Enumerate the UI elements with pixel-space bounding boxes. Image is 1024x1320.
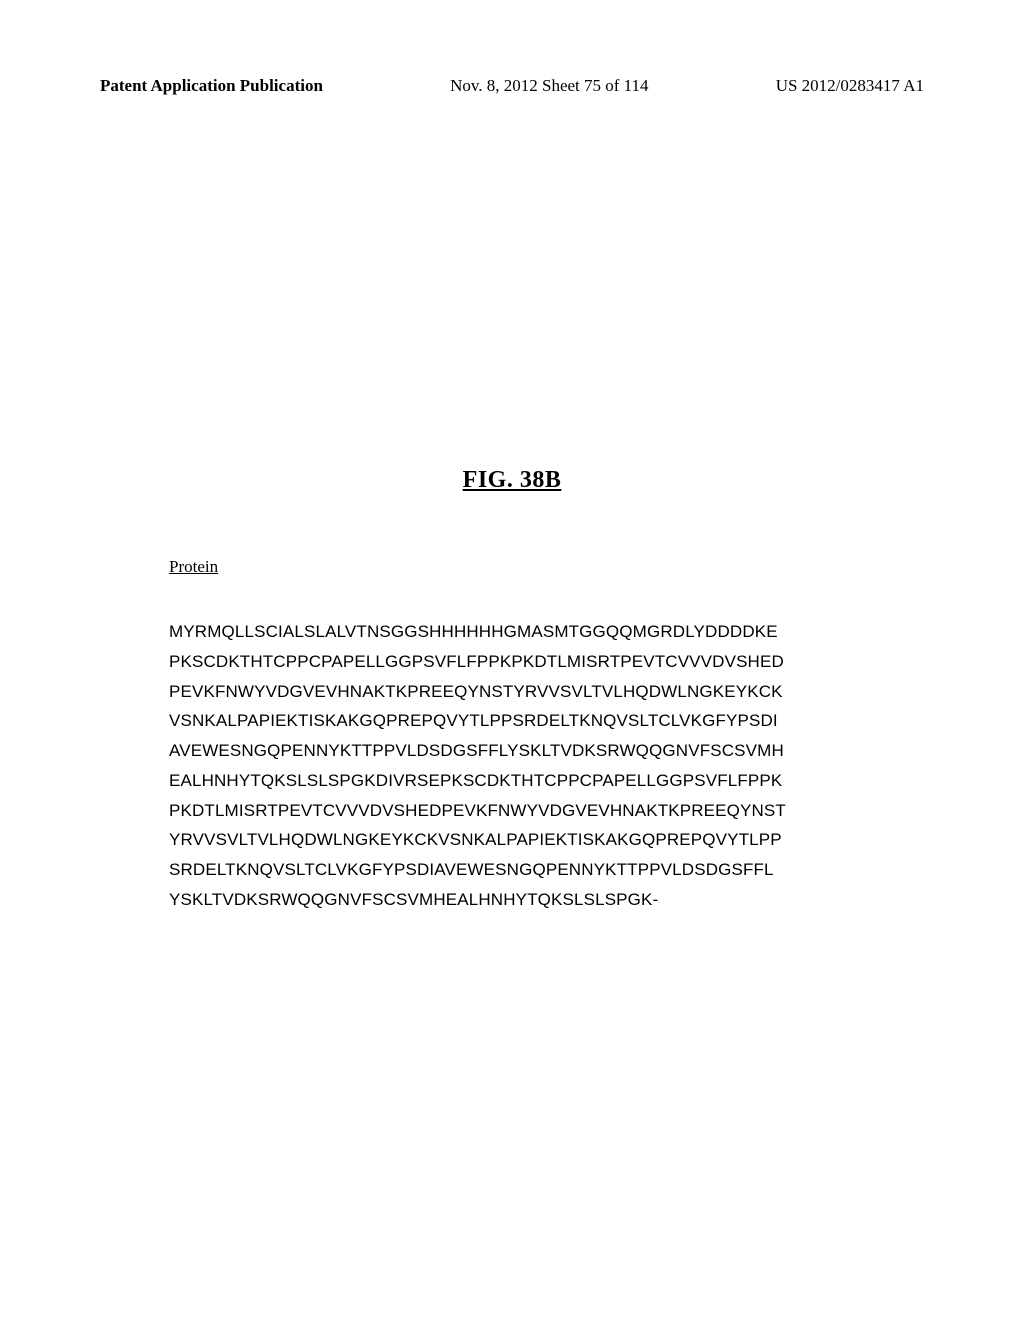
- sequence-line: PKDTLMISRTPEVTCVVVDVSHEDPEVKFNWYVDGVEVHN…: [169, 796, 855, 826]
- sequence-line: PKSCDKTHTCPPCPAPELLGGPSVFLFPPKPKDTLMISRT…: [169, 647, 855, 677]
- sequence-line: MYRMQLLSCIALSLALVTNSGGSHHHHHHGMASMTGGQQM…: [169, 617, 855, 647]
- sequence-line: VSNKALPAPIEKTISKAKGQPREPQVYTLPPSRDELTKNQ…: [169, 706, 855, 736]
- sequence-line: PEVKFNWYVDGVEVHNAKTKPREEQYNSTYRVVSVLTVLH…: [169, 677, 855, 707]
- header-publication-label: Patent Application Publication: [100, 76, 323, 96]
- header-publication-number: US 2012/0283417 A1: [776, 76, 924, 96]
- sequence-line: AVEWESNGQPENNYKTTPPVLDSDGSFFLYSKLTVDKSRW…: [169, 736, 855, 766]
- protein-sequence-block: MYRMQLLSCIALSLALVTNSGGSHHHHHHGMASMTGGQQM…: [169, 617, 855, 915]
- sequence-line: YSKLTVDKSRWQQGNVFSCSVMHEALHNHYTQKSLSLSPG…: [169, 885, 855, 915]
- page-header: Patent Application Publication Nov. 8, 2…: [0, 76, 1024, 96]
- sequence-line: EALHNHYTQKSLSLSPGKDIVRSEPKSCDKTHTCPPCPAP…: [169, 766, 855, 796]
- figure-title: FIG. 38B: [463, 467, 562, 494]
- header-date-sheet: Nov. 8, 2012 Sheet 75 of 114: [450, 76, 648, 96]
- sequence-line: YRVVSVLTVLHQDWLNGKEYKCKVSNKALPAPIEKTISKA…: [169, 825, 855, 855]
- sequence-line: SRDELTKNQVSLTCLVKGFYPSDIAVEWESNGQPENNYKT…: [169, 855, 855, 885]
- section-label-protein: Protein: [169, 557, 218, 577]
